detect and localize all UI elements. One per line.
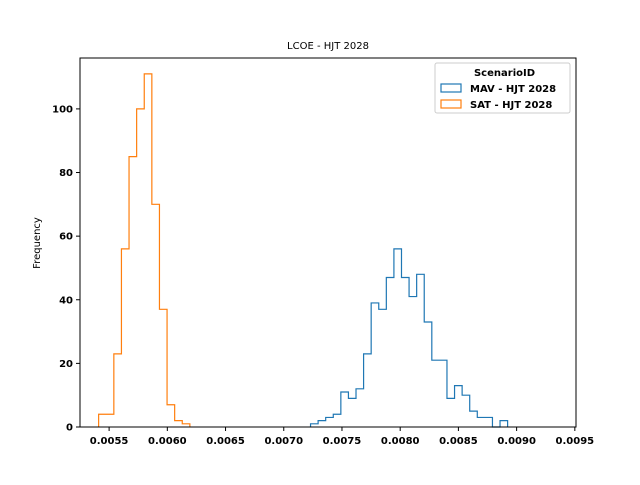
x-tick-label: 0.0060 (148, 436, 187, 447)
y-tick-label: 40 (59, 295, 73, 306)
y-tick-label: 100 (52, 104, 73, 115)
histogram-bin (318, 421, 326, 427)
plot-frame (79, 57, 577, 428)
legend-label: MAV - HJT 2028 (470, 84, 556, 95)
y-tick-label: 0 (66, 423, 73, 434)
histogram-bin (326, 417, 334, 427)
histogram-bin (424, 322, 432, 427)
chart-title: LCOE - HJT 2028 (287, 41, 369, 52)
x-tick-label: 0.0095 (556, 436, 595, 447)
histogram-bin (364, 354, 372, 427)
histogram-bin (167, 405, 175, 427)
histogram-bin (401, 277, 409, 427)
series-0 (309, 248, 509, 428)
series-1 (98, 73, 191, 427)
x-tick-label: 0.0070 (264, 436, 303, 447)
histogram-bin (500, 421, 508, 427)
histogram-bin (333, 414, 341, 427)
histogram-bin (175, 421, 183, 427)
series-step-outline (309, 248, 509, 428)
y-tick-label: 60 (59, 232, 73, 243)
histogram-bin (379, 309, 387, 427)
histogram-bin (356, 389, 364, 427)
x-tick-label: 0.0075 (323, 436, 362, 447)
histogram-bin (455, 386, 463, 427)
histogram-bin (371, 303, 379, 427)
histogram-bin (462, 395, 470, 427)
histogram-bin (121, 249, 129, 427)
histogram-bin (386, 277, 394, 427)
axes-layer: 0.0055 0.0060 0.0065 0.0070 0.0075 0.0080 0.00… (52, 57, 595, 447)
histogram-bin (137, 109, 145, 427)
x-tick-label: 0.0080 (381, 436, 420, 447)
histogram-bin (470, 411, 478, 427)
histogram-bin (106, 414, 114, 427)
legend-swatch (440, 83, 462, 93)
histogram-bin (477, 417, 485, 427)
histogram-bin (114, 354, 122, 427)
histogram-bin (439, 360, 447, 427)
y-tick-label: 80 (59, 168, 73, 179)
histogram-bin (409, 297, 417, 427)
histogram-bin (99, 414, 107, 427)
legend-swatch (440, 99, 462, 109)
y-tick-label: 20 (59, 359, 73, 370)
series-step-outline (98, 73, 191, 427)
x-tick-label: 0.0090 (497, 436, 536, 447)
x-tick-label: 0.0085 (439, 436, 478, 447)
histogram-bin (432, 360, 440, 427)
histogram-bin (348, 398, 356, 427)
x-tick-label: 0.0055 (90, 436, 129, 447)
legend-frame (434, 62, 571, 114)
histogram-bin (485, 417, 493, 427)
histogram-bin (144, 74, 152, 427)
histogram-bin (341, 392, 349, 427)
histogram-bin (394, 249, 402, 427)
x-tick-label: 0.0065 (206, 436, 245, 447)
histogram-bin (129, 157, 137, 427)
histogram-bin (159, 309, 167, 427)
legend-label: SAT - HJT 2028 (470, 100, 552, 111)
histogram-bin (447, 398, 455, 427)
y-axis-label: Frequency (32, 217, 43, 269)
series-layer (98, 73, 509, 428)
histogram-bin (152, 204, 160, 427)
legend: ScenarioID MAV - HJT 2028 SAT - HJT 2028 (434, 62, 571, 114)
histogram-bin (417, 274, 425, 427)
legend-title: ScenarioID (474, 68, 535, 79)
